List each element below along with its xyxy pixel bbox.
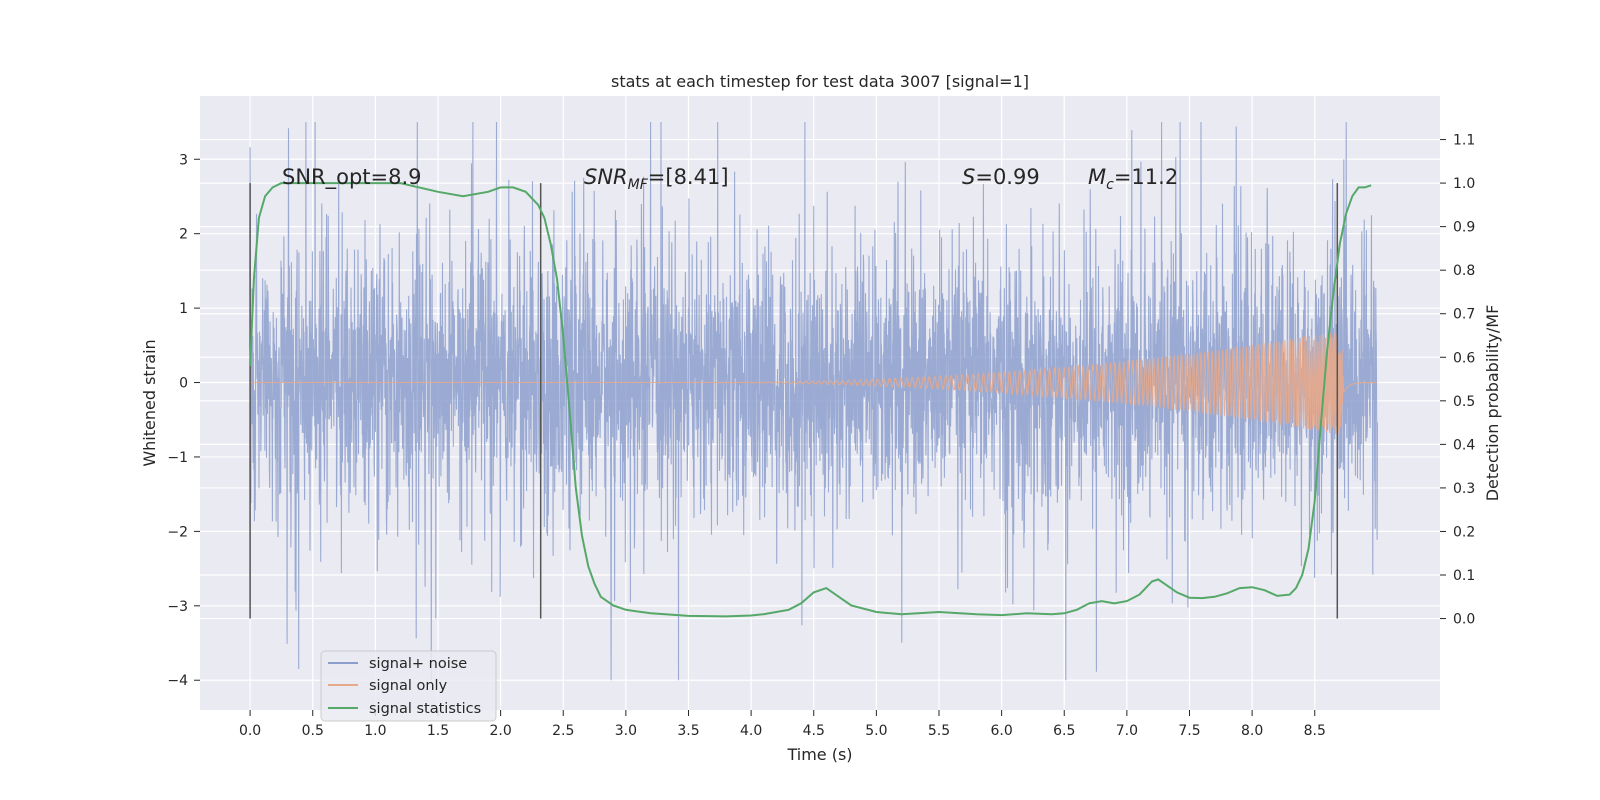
y-tick-label: 0 — [179, 376, 188, 392]
signal-statistics-line — [249, 182, 1372, 618]
y-tick-label: −1 — [167, 450, 188, 466]
x-tick-label: 7.5 — [1178, 723, 1200, 739]
legend: signal+ noise signal only signal statist… — [320, 650, 497, 722]
legend-label-signal-noise: signal+ noise — [369, 656, 467, 672]
y2-tick-label: 0.9 — [1453, 220, 1475, 236]
y-tick-label: −2 — [167, 524, 188, 540]
annotation-mc-value: =11.2 — [1114, 165, 1178, 189]
series-signal-noise — [249, 121, 1378, 681]
legend-label-signal-only: signal only — [369, 678, 448, 694]
y-tick-label: 2 — [179, 227, 188, 243]
x-tick-label: 1.0 — [364, 723, 386, 739]
annotation-mc-subscript: c — [1106, 177, 1114, 193]
x-tick-label: 5.0 — [865, 723, 887, 739]
y-axis-title: Whitened strain — [140, 339, 159, 466]
x-tick-label: 0.0 — [239, 723, 261, 739]
y-tick-label: 1 — [179, 301, 188, 317]
y2-axis-ticks: 0.0 0.1 0.2 0.3 0.4 0.5 0.6 0.7 0.8 0.9 1.0 1.1 — [1440, 133, 1475, 628]
y2-tick-label: 0.6 — [1453, 350, 1475, 366]
x-tick-label: 2.5 — [552, 723, 574, 739]
x-tick-label: 4.0 — [740, 723, 762, 739]
y2-tick-label: 0.8 — [1453, 263, 1475, 279]
annotation-s-label: S — [962, 165, 975, 189]
legend-label-signal-statistics: signal statistics — [369, 701, 481, 717]
x-tick-label: 3.0 — [615, 723, 637, 739]
y2-tick-label: 0.3 — [1453, 481, 1475, 497]
annotation-s-value: =0.99 — [975, 165, 1039, 189]
x-tick-label: 6.5 — [1053, 723, 1075, 739]
annotation-mc-label: M — [1088, 165, 1106, 189]
x-tick-label: 7.0 — [1116, 723, 1138, 739]
y2-tick-label: 0.0 — [1453, 612, 1475, 628]
y2-tick-label: 1.1 — [1453, 133, 1475, 149]
annotation-mc: Mc=11.2 — [1088, 165, 1178, 193]
x-tick-label: 0.5 — [302, 723, 324, 739]
signal-only-line — [250, 332, 1378, 435]
y2-axis-title: Detection probability/MF — [1483, 305, 1502, 502]
annotation-snr-opt: SNR_opt=8.9 — [282, 165, 422, 190]
signal-noise-line — [249, 121, 1378, 681]
x-tick-label: 2.0 — [489, 723, 511, 739]
y2-tick-label: 0.4 — [1453, 437, 1475, 453]
x-tick-label: 5.5 — [928, 723, 950, 739]
x-tick-label: 6.0 — [990, 723, 1012, 739]
x-axis-ticks: 0.0 0.5 1.0 1.5 2.0 2.5 3.0 3.5 4.0 4.5 5.0 5.5 6.0 6… — [239, 710, 1326, 739]
annotation-snr-mf-value: =[8.41] — [648, 165, 729, 189]
y-tick-label: 3 — [179, 152, 188, 168]
y-axis-ticks: −4 −3 −2 −1 0 1 2 3 — [167, 152, 200, 689]
x-tick-label: 4.5 — [803, 723, 825, 739]
series-signal-statistics — [249, 182, 1372, 618]
annotation-snr-mf-subscript: MF — [628, 177, 649, 193]
y2-tick-label: 0.1 — [1453, 568, 1475, 584]
y-tick-label: −3 — [167, 599, 188, 615]
annotation-snr-mf-label: SNR — [584, 165, 628, 189]
x-tick-label: 8.0 — [1241, 723, 1263, 739]
y2-tick-label: 0.2 — [1453, 524, 1475, 540]
y2-tick-label: 0.5 — [1453, 394, 1475, 410]
x-tick-label: 1.5 — [427, 723, 449, 739]
x-tick-label: 8.5 — [1304, 723, 1326, 739]
annotation-snr-mf: SNRMF=[8.41] — [584, 165, 729, 193]
y-tick-label: −4 — [167, 673, 188, 689]
chart-title: stats at each timestep for test data 300… — [611, 72, 1029, 91]
x-tick-label: 3.5 — [677, 723, 699, 739]
annotation-s: S=0.99 — [962, 165, 1040, 189]
legend-box — [320, 650, 497, 722]
y2-tick-label: 1.0 — [1453, 176, 1475, 192]
y2-tick-label: 0.7 — [1453, 307, 1475, 323]
x-axis-title: Time (s) — [786, 745, 852, 764]
series-signal-only — [250, 332, 1378, 435]
